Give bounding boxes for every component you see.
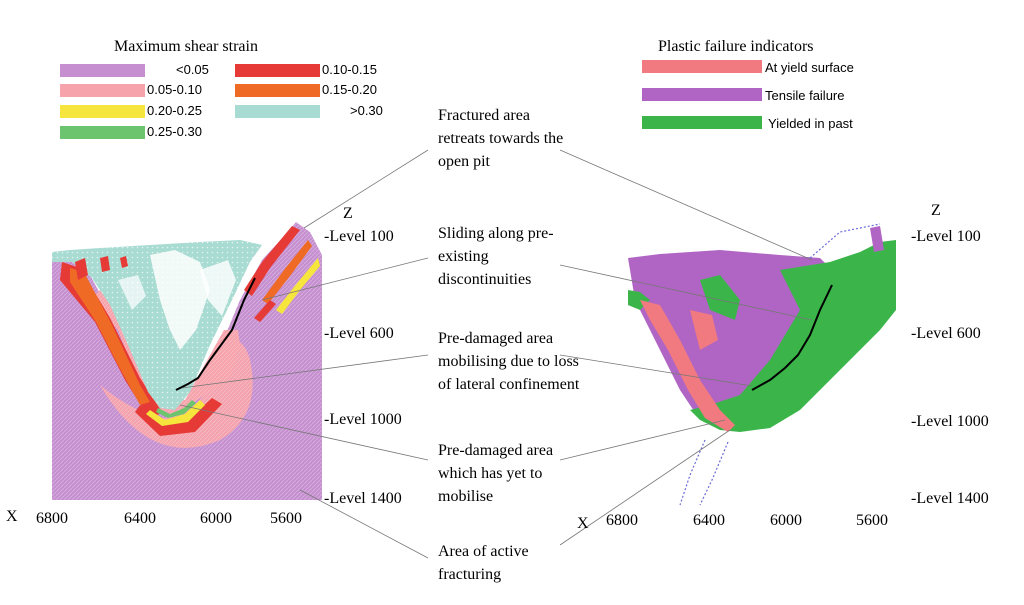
left-void-3 (118, 275, 146, 310)
left-x-tick-6800: 6800 (36, 510, 68, 527)
right-fault-line (751, 284, 833, 391)
right-purple-mass (628, 250, 830, 420)
left-x-tick-5600: 5600 (270, 510, 302, 527)
legend-label-tensile: Tensile failure (765, 88, 845, 103)
right-level-600: -Level 600 (911, 325, 981, 342)
left-pink-halo (100, 338, 253, 448)
right-pink-patch (690, 310, 718, 350)
left-x-tick-6400: 6400 (124, 510, 156, 527)
left-yellow-band (146, 400, 205, 426)
right-x-tick-6400: 6400 (693, 512, 725, 529)
right-level-1400: -Level 1400 (911, 490, 989, 507)
left-slope-streak-1 (244, 226, 300, 296)
legend-swatch-020-025 (60, 105, 145, 118)
left-orange-band-left (70, 268, 150, 405)
legend-swatch-yield (642, 60, 762, 73)
annotation-fractured-area: Fractured area retreats towards the open… (438, 107, 564, 170)
left-z-label: Z (343, 205, 353, 222)
right-x-label: X (577, 515, 589, 532)
right-blue-boundary (809, 223, 881, 259)
right-x-tick-6800: 6800 (606, 512, 638, 529)
right-pink-zone (640, 300, 735, 432)
right-x-tick-6000: 6000 (770, 512, 802, 529)
left-level-1000: -Level 1000 (324, 411, 402, 428)
left-level-1400: -Level 1400 (324, 490, 402, 507)
legend-label-005-010: 0.05-0.10 (147, 82, 202, 97)
left-slope-streak-2 (262, 240, 312, 304)
legend-swatch-010-015 (235, 64, 320, 77)
left-legend-title: Maximum shear strain (114, 38, 258, 55)
legend-label-lt005: <0.05 (176, 62, 209, 77)
left-level-600: -Level 600 (324, 325, 394, 342)
right-z-label: Z (931, 202, 941, 219)
legend-label-yield: At yield surface (765, 60, 854, 75)
right-legend-title: Plastic failure indicators (658, 38, 814, 55)
legend-label-025-030: 0.25-0.30 (147, 124, 202, 139)
left-fault-line (175, 277, 256, 391)
legend-label-yielded-past: Yielded in past (768, 116, 853, 131)
left-red-band-bottom (135, 398, 222, 436)
right-model (628, 223, 896, 506)
right-level-100: -Level 100 (911, 228, 981, 245)
legend-swatch-tensile (642, 88, 762, 101)
legend-swatch-lt005 (60, 64, 145, 77)
annotation-pre-damaged-yet: Pre-damaged area which has yet to mobili… (438, 442, 554, 505)
leader-lines (179, 149, 813, 559)
legend-swatch-gt030 (235, 105, 320, 118)
annotation-pre-damaged-mobilising: Pre-damaged area mobilising due to loss … (438, 330, 580, 393)
left-model (52, 222, 322, 500)
left-x-tick-6000: 6000 (200, 510, 232, 527)
left-void-2 (200, 260, 236, 316)
left-x-label: X (6, 508, 18, 525)
legend-label-gt030: >0.30 (350, 103, 383, 118)
right-green-mid (700, 275, 740, 320)
legend-swatch-025-030 (60, 126, 145, 139)
left-slope-streak-3 (276, 258, 320, 314)
annotation-sliding: Sliding along pre-existing discontinuiti… (438, 225, 554, 288)
right-level-1000: -Level 1000 (911, 413, 989, 430)
left-green-band (156, 400, 196, 418)
legend-label-015-020: 0.15-0.20 (322, 82, 377, 97)
left-pink-zone (90, 290, 240, 418)
right-x-tick-5600: 5600 (856, 512, 888, 529)
right-green-mass (690, 240, 896, 432)
left-slope-streak-4 (254, 300, 276, 322)
legend-label-010-015: 0.10-0.15 (322, 62, 377, 77)
legend-swatch-yielded-past (642, 116, 762, 129)
left-level-100: -Level 100 (324, 228, 394, 245)
left-void-1 (150, 250, 210, 350)
legend-label-020-025: 0.20-0.25 (147, 103, 202, 118)
legend-swatch-005-010 (60, 84, 145, 97)
annotation-active-fracturing: Area of active fracturing (438, 543, 529, 583)
legend-swatch-015-020 (235, 84, 320, 97)
